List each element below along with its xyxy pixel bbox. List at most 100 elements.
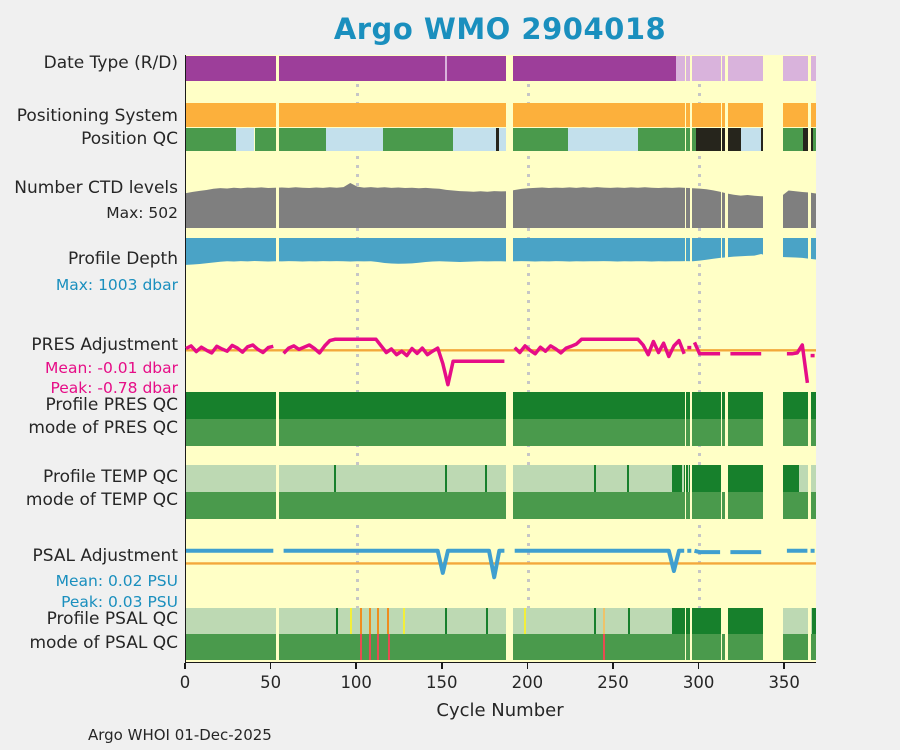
pres-adjustment-line <box>692 341 721 356</box>
row-label: PRES Adjustment <box>31 335 178 355</box>
profile-temp-qc-band <box>682 465 684 492</box>
x-tick-mark <box>440 663 443 669</box>
profile-psal-qc-band <box>523 608 527 634</box>
mode-psal-qc-band <box>603 634 606 660</box>
profile-psal-qc-band <box>349 608 352 634</box>
mode-psal-qc-band <box>186 634 816 660</box>
missing-cycles-gap <box>690 56 692 660</box>
positioning-system-band <box>186 103 816 127</box>
row-label: Peak: -0.78 dbar <box>50 379 178 397</box>
position-qc-band <box>495 128 500 151</box>
row-label: Max: 1003 dbar <box>55 276 178 294</box>
profile-psal-qc-band <box>368 608 371 634</box>
position-qc-band <box>811 128 813 151</box>
x-tick-mark <box>184 663 186 669</box>
gaps-layer <box>186 55 816 662</box>
x-gridline <box>355 57 359 660</box>
row-label: mode of TEMP QC <box>25 490 178 510</box>
profile-psal-qc-band <box>444 608 447 634</box>
mode-temp-qc-band <box>186 492 816 519</box>
row-label: Number CTD levels <box>14 178 178 198</box>
missing-cycles-gap <box>720 56 723 660</box>
mode-psal-qc-band <box>360 634 363 660</box>
profile-psal-qc-band <box>811 608 816 634</box>
profile-psal-qc-band <box>186 608 673 634</box>
x-axis-title: Cycle Number <box>436 700 564 721</box>
x-tick-label: 0 <box>179 673 191 692</box>
position-qc-band <box>254 128 327 151</box>
position-qc-band <box>803 128 809 151</box>
profile-temp-qc-band <box>687 465 690 492</box>
x-tick-mark <box>697 663 700 669</box>
x-tick-label: 200 <box>511 673 544 692</box>
position-qc-band <box>186 128 236 151</box>
profile-psal-qc-band <box>782 608 812 634</box>
position-qc-band <box>638 128 697 151</box>
x-tick-label: 300 <box>682 673 715 692</box>
psal-adjustment-line <box>514 548 685 573</box>
position-qc-band <box>567 128 638 151</box>
pres-adjustment-line <box>513 337 686 359</box>
missing-cycles-gap <box>724 56 728 660</box>
profile-depth-area <box>186 238 816 265</box>
profile-pres-qc-band <box>186 392 816 419</box>
gridlines-layer <box>186 55 816 662</box>
missing-cycles-gap <box>684 56 687 660</box>
profile-temp-qc-band <box>484 465 487 492</box>
mode-pres-qc-band <box>186 419 816 446</box>
row-label: mode of PSAL QC <box>29 633 178 653</box>
x-tick-label: 50 <box>260 673 282 692</box>
profile-temp-qc-band <box>727 465 764 492</box>
profile-psal-qc-band <box>672 608 721 634</box>
pres-adjustment-line <box>282 337 505 387</box>
row-label: Max: 502 <box>106 204 178 222</box>
missing-cycles-gap <box>505 56 513 660</box>
profile-temp-qc-band <box>594 465 597 492</box>
x-gridline <box>698 57 702 660</box>
row-label: Profile TEMP QC <box>43 467 178 487</box>
position-qc-band <box>326 128 383 151</box>
profile-psal-qc-band <box>628 608 631 634</box>
plot-area <box>185 55 816 663</box>
mode-psal-qc-band <box>377 634 380 660</box>
profile-temp-qc-band <box>672 465 721 492</box>
profile-psal-qc-band <box>359 608 363 634</box>
missing-cycles-gap <box>763 56 783 660</box>
lines-svg <box>185 337 816 580</box>
row-label: Profile PRES QC <box>45 395 178 415</box>
profile-psal-qc-band <box>402 608 405 634</box>
ctd-levels-area <box>186 183 816 228</box>
row-label: Positioning System <box>16 106 178 126</box>
x-tick-label: 350 <box>768 673 800 692</box>
profile-temp-qc-band <box>186 465 673 492</box>
profile-temp-qc-band <box>445 465 448 492</box>
missing-cycles-gap <box>276 56 280 660</box>
mode-psal-qc-band <box>387 634 390 660</box>
profile-temp-qc-band <box>334 465 337 492</box>
profile-temp-qc-band <box>798 465 816 492</box>
x-tick-label: 100 <box>340 673 372 692</box>
row-label: PSAL Adjustment <box>32 546 178 566</box>
date-type-band <box>186 56 676 81</box>
row-label: Profile PSAL QC <box>46 609 178 629</box>
position-qc-band <box>696 128 741 151</box>
x-tick-mark <box>783 663 785 669</box>
mode-psal-qc-band <box>368 634 371 660</box>
profile-psal-qc-band <box>335 608 338 634</box>
profile-psal-qc-band <box>486 608 489 634</box>
date-type-band <box>675 56 816 81</box>
row-label: Profile Depth <box>67 249 178 269</box>
date-type-band <box>444 56 447 81</box>
missing-cycles-gap <box>808 56 812 660</box>
x-gridline <box>526 57 530 660</box>
position-qc-band <box>782 128 804 151</box>
position-qc-band <box>740 128 764 151</box>
position-qc-band <box>513 128 568 151</box>
x-tick-mark <box>526 663 529 669</box>
profile-temp-qc-band <box>626 465 629 492</box>
position-qc-band <box>761 128 764 151</box>
row-label: Position QC <box>81 129 178 149</box>
row-label: mode of PRES QC <box>28 418 178 438</box>
position-qc-band <box>235 128 255 151</box>
